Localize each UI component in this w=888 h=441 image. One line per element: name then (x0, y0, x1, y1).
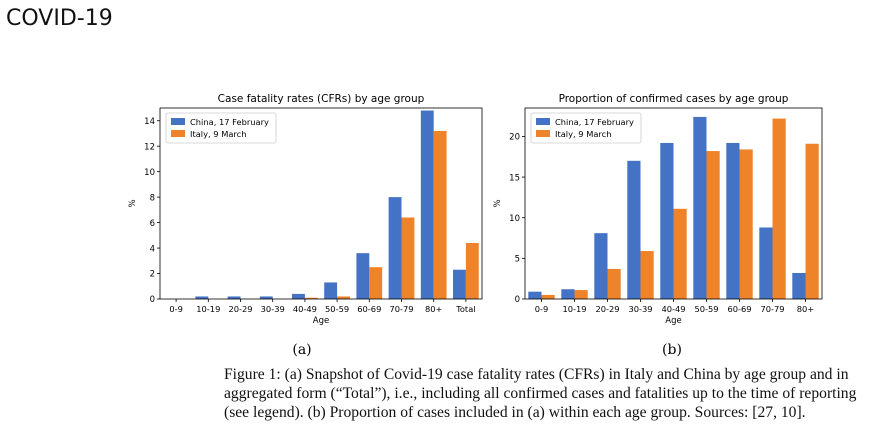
legend-swatch-italy (171, 130, 185, 137)
bar-china-60-69 (356, 253, 370, 299)
bar-italy-60-69 (739, 149, 753, 299)
bar-italy-20-29 (607, 268, 621, 299)
y-tick-label: 6 (150, 219, 155, 229)
panel-label-b: (b) (662, 342, 682, 358)
legend-label-china: China, 17 February (190, 117, 269, 127)
x-tick-label: Total (455, 304, 475, 314)
bar-italy-Total (465, 242, 479, 299)
legend-label-italy: Italy, 9 March (555, 129, 611, 139)
y-tick-label: 20 (509, 133, 520, 143)
bar-italy-60-69 (369, 267, 383, 299)
legend-swatch-china (536, 118, 550, 125)
y-tick-label: 14 (144, 117, 155, 127)
x-tick-label: 40-49 (293, 304, 317, 314)
x-axis-label: Age (313, 316, 329, 326)
legend-box (165, 112, 277, 144)
bar-italy-70-79 (772, 118, 786, 300)
bar-italy-80+ (805, 143, 819, 299)
bar-china-20-29 (227, 296, 241, 299)
x-tick-label: 10-19 (196, 304, 220, 314)
panel-label-a: (a) (292, 342, 312, 358)
y-tick-label: 12 (144, 142, 155, 152)
bar-italy-70-79 (401, 217, 415, 299)
x-tick-label: 0-9 (169, 304, 183, 314)
bar-italy-10-19 (574, 290, 588, 299)
x-tick-label: 80+ (425, 304, 443, 314)
x-tick-label: 0-9 (535, 304, 549, 314)
bar-italy-40-49 (304, 297, 318, 299)
bar-china-80+ (420, 110, 434, 300)
y-tick-label: 10 (144, 168, 155, 178)
bar-china-50-59 (324, 282, 338, 299)
x-tick-label: 10-19 (562, 304, 586, 314)
x-tick-label: 30-39 (628, 304, 652, 314)
legend-box (530, 112, 642, 144)
plot-frame (159, 107, 483, 300)
bar-china-60-69 (726, 142, 740, 299)
bar-china-0-9 (528, 291, 542, 299)
y-axis-label: % (128, 199, 138, 207)
cfr-chart: Case fatality rates (CFRs) by age group 0… (128, 93, 483, 326)
x-tick-label: 40-49 (661, 304, 685, 314)
legend-swatch-italy (536, 130, 550, 137)
slide-title: COVID-19 (6, 6, 113, 31)
bar-china-30-39 (259, 296, 273, 299)
figure-caption: Figure 1: (a) Snapshot of Covid-19 case … (224, 366, 857, 421)
legend-label-china: China, 17 February (555, 117, 634, 127)
bar-italy-50-59 (337, 296, 350, 299)
bar-china-30-39 (627, 160, 641, 299)
bar-china-50-59 (693, 116, 707, 299)
legend-label-italy: Italy, 9 March (190, 129, 246, 139)
x-axis-label: Age (665, 316, 681, 326)
bar-china-70-79 (759, 227, 773, 299)
x-tick-label: 80+ (797, 304, 815, 314)
legend-swatch-china (171, 118, 185, 125)
bar-italy-50-59 (706, 151, 720, 299)
x-tick-label: 20-29 (228, 304, 252, 314)
chart-title: Proportion of confirmed cases by age gro… (559, 93, 789, 105)
x-tick-label: 20-29 (595, 304, 619, 314)
bar-china-10-19 (195, 296, 209, 299)
y-tick-label: 5 (515, 255, 520, 265)
x-tick-label: 50-59 (694, 304, 718, 314)
chart-title: Case fatality rates (CFRs) by age group (218, 93, 425, 105)
bar-china-70-79 (388, 197, 402, 299)
y-axis-label: % (493, 199, 503, 207)
x-tick-label: 70-79 (760, 304, 784, 314)
y-tick-label: 8 (150, 193, 155, 203)
bar-china-10-19 (561, 289, 575, 299)
bar-china-Total (453, 269, 466, 299)
bar-italy-30-39 (640, 251, 654, 299)
bar-china-40-49 (292, 293, 305, 299)
bar-china-40-49 (660, 142, 674, 299)
bar-italy-80+ (433, 130, 447, 299)
x-tick-label: 60-69 (727, 304, 751, 314)
y-tick-label: 4 (150, 244, 155, 254)
bar-italy-0-9 (541, 294, 555, 299)
y-tick-label: 15 (509, 173, 520, 183)
bar-china-80+ (792, 272, 806, 299)
y-tick-label: 0 (515, 295, 520, 305)
bar-italy-40-49 (673, 208, 687, 299)
x-tick-label: 60-69 (357, 304, 381, 314)
x-tick-label: 50-59 (325, 304, 349, 314)
y-tick-label: 2 (150, 270, 155, 280)
x-tick-label: 30-39 (261, 304, 285, 314)
bar-china-20-29 (594, 233, 608, 299)
proportion-chart: Proportion of confirmed cases by age gro… (493, 93, 823, 326)
x-tick-label: 70-79 (389, 304, 413, 314)
y-tick-label: 10 (509, 214, 520, 224)
y-tick-label: 0 (150, 295, 155, 305)
